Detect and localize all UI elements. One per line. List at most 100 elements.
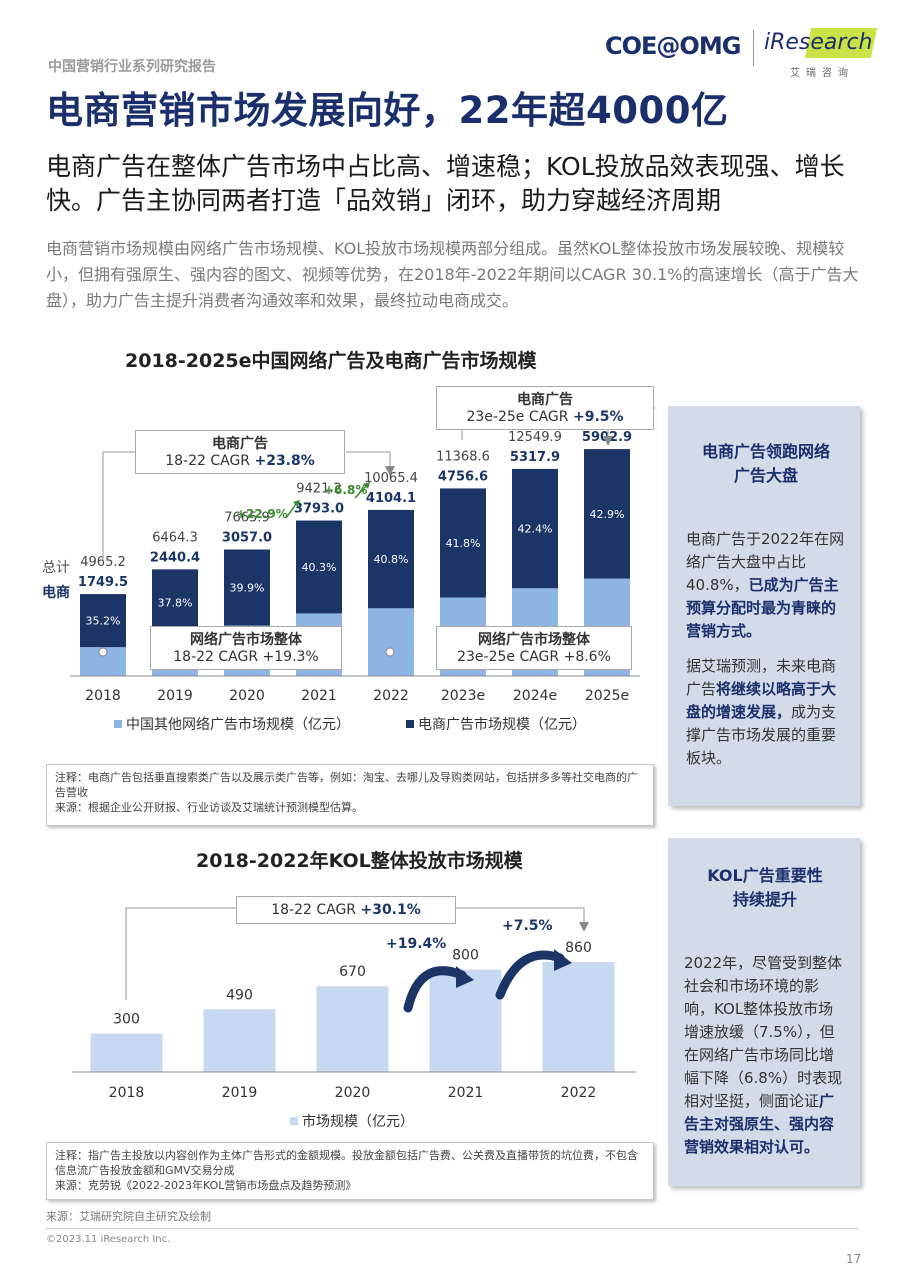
- chart1-bar-ecom-2023e: [440, 488, 486, 598]
- side-box-ecom-p1: 电商广告于2022年在网络广告大盘中占比40.8%，已成为广告主预算分配时最为青…: [686, 528, 846, 643]
- chart1-note: 注释：电商广告包括垂直搜索类广告以及展示类广告等，例如：淘宝、去哪儿及导购类网站…: [46, 764, 654, 826]
- chart2-bracket-left: [125, 907, 236, 1000]
- callout-left-cagr: 18-22 CAGR +23.8%: [136, 453, 344, 469]
- chart1-legend-swatch-other: [114, 720, 122, 728]
- chart1-total-value-2024e: 12549.9: [508, 430, 562, 445]
- callout-right-title: 电商广告: [517, 392, 573, 408]
- page-subtitle: 电商广告在整体广告市场中占比高、增速稳；KOL投放品效表现强、增长快。广告主协同…: [46, 152, 845, 215]
- callout-left-cagr-label: 18-22 CAGR: [165, 453, 255, 469]
- chart2-bracket-right: [456, 907, 585, 922]
- iresearch-logo: iResearch: [764, 30, 873, 55]
- chart2-value-2021: 800: [452, 948, 479, 964]
- chart2-cagr-label: 18-22 CAGR: [271, 902, 361, 918]
- chart1-share-2020: 39.9%: [230, 582, 265, 595]
- side1-p2-b: 将继续以略高于大盘的增速发展，: [686, 680, 837, 721]
- chart1-bar-ecom-2025e: [584, 449, 630, 579]
- chart1-bar-ecom-2021: [296, 520, 342, 614]
- chart2-legend: 市场规模（亿元）: [302, 1113, 414, 1130]
- chart1-xtick-2019: 2019: [157, 688, 193, 704]
- chart2-value-2022: 860: [565, 940, 592, 956]
- box-left-title: 网络广告市场整体: [190, 632, 302, 648]
- chart1-bracket-left: [102, 451, 135, 560]
- chart1-total-value-2019: 6464.3: [152, 530, 198, 545]
- callout-left-cagr-value: +23.8%: [254, 453, 315, 469]
- footer-divider: [46, 1228, 858, 1229]
- footer-source: 来源：艾瑞研究院自主研究及绘制: [46, 1210, 211, 1223]
- intro-paragraph: 电商营销市场规模由网络广告市场规模、KOL投放市场规模两部分组成。虽然KOL整体…: [46, 239, 859, 310]
- chart1-note-line1: 注释：电商广告包括垂直搜索类广告以及展示类广告等，例如：淘宝、去哪儿及导购类网站…: [55, 771, 638, 799]
- chart2-value-2018: 300: [113, 1012, 140, 1028]
- chart2-title: 2018-2022年KOL整体投放市场规模: [196, 850, 523, 872]
- side-box-kol: KOL广告重要性持续提升 2022年，尽管受到整体社会和市场环境的影响，KOL整…: [668, 838, 860, 1186]
- side1-p1-b: 已成为广告主预算分配时最为青睐的营销方式。: [686, 576, 839, 640]
- chart1-xtick-2024e: 2024e: [513, 688, 557, 704]
- chart2-xtick-2020: 2020: [335, 1085, 371, 1101]
- chart1-growth-1: +22.9%: [236, 507, 288, 521]
- report-series: 中国营销行业系列研究报告: [48, 59, 216, 75]
- chart1-ecom-value-2023e: 4756.6: [438, 469, 488, 484]
- chart2-bar-2022: [542, 961, 615, 1072]
- coe-omg-logo: COE@OMG: [605, 32, 741, 60]
- chart2-value-2019: 490: [226, 987, 253, 1003]
- chart1-bracket-left-end: [346, 451, 391, 468]
- chart1-total-value-2020: 7665.9: [224, 511, 270, 526]
- chart1-xtick-2018: 2018: [85, 688, 121, 704]
- callout-right-cagr-label: 23e-25e CAGR: [466, 409, 573, 425]
- side-box-kol-heading: KOL广告重要性持续提升: [707, 866, 823, 909]
- chart1-bar-ecom-2024e: [512, 468, 558, 589]
- chart2-cagr-callout: 18-22 CAGR +30.1%: [236, 896, 456, 924]
- chart1-bar-ecom-2018: [80, 594, 126, 648]
- chart1-xtick-2021: 2021: [301, 688, 337, 704]
- chart2-curve-arrowhead-1: [456, 966, 474, 988]
- callout-right-cagr: 23e-25e CAGR +9.5%: [437, 409, 653, 425]
- logo-divider: [753, 30, 754, 66]
- chart1-growth-arrowhead-2: [363, 482, 370, 489]
- page-title: 电商营销市场发展向好，22年超4000亿: [46, 89, 729, 132]
- chart2-bar-2020: [316, 986, 389, 1072]
- chart1-ecom-value-2020: 3057.0: [222, 531, 272, 546]
- chart1-bar-ecom-2019: [152, 569, 198, 636]
- side-box-ecom-p2: 据艾瑞预测，未来电商广告将继续以略高于大盘的增速发展，成为支撑广告市场发展的重要…: [686, 655, 846, 770]
- chart1-share-2024e: 42.4%: [518, 523, 553, 536]
- side2-p-a: 2022年，尽管受到整体社会和市场环境的影响，KOL整体投放市场增速放缓（7.5…: [684, 954, 843, 1110]
- chart1-legend-ecom: 电商广告市场规模（亿元）: [418, 716, 586, 733]
- chart1-share-2021: 40.3%: [302, 561, 337, 574]
- chart2-curve-arrowhead-2: [554, 949, 572, 971]
- chart1-legend-other: 中国其他网络广告市场规模（亿元）: [126, 716, 350, 733]
- chart1-bracket-left-arrow: [385, 466, 395, 476]
- chart1-growth-2: +6.8%: [324, 483, 367, 497]
- chart2-curve-arrow-1: [403, 966, 467, 1013]
- side-box-ecom-heading: 电商广告领跑网络广告大盘: [701, 442, 830, 485]
- footer-copyright: ©2023.11 iResearch Inc.: [46, 1234, 171, 1245]
- chart1-marker-2018: [98, 647, 108, 657]
- chart1-legend-swatch-ecom: [406, 720, 414, 728]
- chart1-xtick-2022: 2022: [373, 688, 409, 704]
- chart1-callout-right: 电商广告 23e-25e CAGR +9.5%: [436, 386, 654, 430]
- side2-p-b: 广告主对强原生、强内容营销效果相对认可。: [684, 1092, 835, 1156]
- chart1-ecom-value-2024e: 5317.9: [510, 450, 560, 465]
- chart1-xtick-2025e: 2025e: [585, 688, 629, 704]
- chart1-growth-arrow-1: [285, 503, 297, 519]
- chart1-total-label: 总计: [42, 560, 70, 576]
- chart1-ecom-value-2019: 2440.4: [150, 550, 200, 565]
- chart2-bars: 300 2018 490 2019 670 2020 800 2021 860 2022: [90, 940, 615, 1101]
- chart1-ecom-value-2018: 1749.5: [78, 575, 128, 590]
- side-box-kol-p: 2022年，尽管受到整体社会和市场环境的影响，KOL整体投放市场增速放缓（7.5…: [684, 952, 846, 1159]
- chart2-svg: 300 2018 490 2019 670 2020 800 2021 860 2022 +19.…: [72, 907, 636, 1130]
- chart1-share-2023e: 41.8%: [446, 537, 481, 550]
- chart1-bar-ecom-2020: [224, 549, 270, 626]
- chart1-share-2022: 40.8%: [374, 553, 409, 566]
- chart1-box-right: 网络广告市场整体 23e-25e CAGR +8.6%: [436, 626, 632, 670]
- chart1-share-2018: 35.2%: [86, 615, 121, 628]
- side1-p2-a: 据艾瑞预测，未来电商广告: [686, 657, 837, 698]
- chart2-note-line1: 注释：指广告主投放以内容创作为主体广告形式的金额规模。投放金额包括广告费、公关费…: [55, 1149, 638, 1177]
- chart1-share-2025e: 42.9%: [590, 508, 625, 521]
- chart1-ecom-value-2021: 3793.0: [294, 502, 344, 517]
- chart2-curve-arrow-2: [495, 950, 565, 1000]
- callout-left-title: 电商广告: [212, 436, 268, 452]
- chart1-note-line2: 来源：根据企业公开财报、行业访谈及艾瑞统计预测模型估算。: [55, 801, 363, 814]
- side1-p2-c: 成为支撑广告市场发展的重要板块。: [686, 703, 837, 767]
- chart1-total-value-2021: 9421.2: [296, 482, 342, 497]
- chart2-growth-2: +7.5%: [502, 918, 553, 934]
- chart1-xtick-2023e: 2023e: [441, 688, 485, 704]
